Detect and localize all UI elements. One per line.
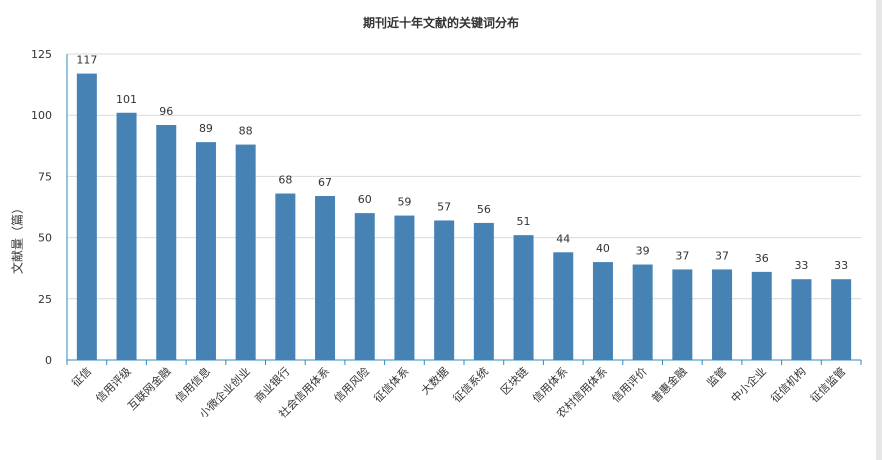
y-tick-label: 25 <box>38 293 52 306</box>
data-label: 89 <box>199 122 213 135</box>
bar <box>156 124 177 360</box>
x-category-label: 商业银行 <box>251 364 292 405</box>
bar <box>553 252 574 360</box>
bar <box>513 235 534 360</box>
x-category-label: 区块链 <box>497 364 530 397</box>
bar <box>76 73 97 361</box>
data-label: 56 <box>477 203 491 216</box>
data-labels: 117 101 96 89 88 68 67 60 59 57 56 51 44 40 39 37 37 36 33… <box>76 54 848 273</box>
data-label: 101 <box>116 93 137 106</box>
bar <box>712 269 733 360</box>
x-category-label: 征信监管 <box>807 364 848 405</box>
x-category-label: 信用评价 <box>609 365 649 405</box>
grid-lines <box>67 53 861 300</box>
x-category-label: 征信体系 <box>371 364 412 405</box>
bars <box>76 73 852 361</box>
bar <box>275 193 296 360</box>
bar <box>195 142 216 360</box>
bar <box>473 222 494 360</box>
data-label: 37 <box>675 249 689 262</box>
y-tick-label: 75 <box>38 170 52 183</box>
x-category-label: 互联网金融 <box>125 364 174 413</box>
y-tick-label: 125 <box>31 48 52 61</box>
y-tick-labels: 0 25 50 75 100 125 <box>31 48 52 367</box>
x-category-label: 征信机构 <box>768 364 809 405</box>
bar <box>354 213 375 360</box>
x-category-label: 监管 <box>704 364 729 389</box>
x-category-label: 征信系统 <box>451 365 491 405</box>
bar <box>235 144 256 360</box>
y-tick-label: 50 <box>38 232 52 245</box>
chart-title: 期刊近十年文献的关键词分布 <box>362 16 519 30</box>
x-category-label: 信用体系 <box>529 364 570 405</box>
data-label: 117 <box>76 54 97 67</box>
axes <box>66 54 862 365</box>
y-tick-label: 100 <box>31 109 52 122</box>
data-label: 68 <box>278 174 292 187</box>
bar <box>116 112 137 360</box>
data-label: 33 <box>794 259 808 272</box>
data-label: 44 <box>556 232 570 245</box>
data-label: 59 <box>397 196 411 209</box>
y-tick-label: 0 <box>45 354 52 367</box>
bar <box>632 264 653 360</box>
data-label: 96 <box>159 105 173 118</box>
x-category-label: 中小企业 <box>728 364 769 405</box>
bar <box>791 279 812 360</box>
bar <box>831 279 852 360</box>
data-label: 60 <box>358 193 372 206</box>
bar <box>434 220 455 360</box>
x-category-label: 信用风险 <box>331 364 372 405</box>
data-label: 88 <box>239 125 253 138</box>
x-category-label: 信用信息 <box>172 364 213 405</box>
data-label: 36 <box>755 252 769 265</box>
data-label: 37 <box>715 249 729 262</box>
bar <box>751 271 772 360</box>
data-label: 57 <box>437 200 451 213</box>
data-label: 33 <box>834 259 848 272</box>
x-category-label: 大数据 <box>418 364 451 397</box>
data-label: 40 <box>596 242 610 255</box>
x-tick-labels: 征信 信用评级互联网金融 信用信息小微企业创业 商业银行社会信用体系 信用风险 征信体系大… <box>69 364 848 421</box>
window-edge <box>876 0 882 460</box>
bar <box>394 215 415 360</box>
x-category-label: 普惠金融 <box>648 364 689 405</box>
bar <box>592 262 613 360</box>
bar <box>315 195 336 360</box>
bar <box>672 269 693 360</box>
data-label: 51 <box>517 215 531 228</box>
data-label: 67 <box>318 176 332 189</box>
x-category-label: 信用评级 <box>93 365 133 405</box>
data-label: 39 <box>636 245 650 258</box>
x-category-label: 征信 <box>69 365 94 390</box>
